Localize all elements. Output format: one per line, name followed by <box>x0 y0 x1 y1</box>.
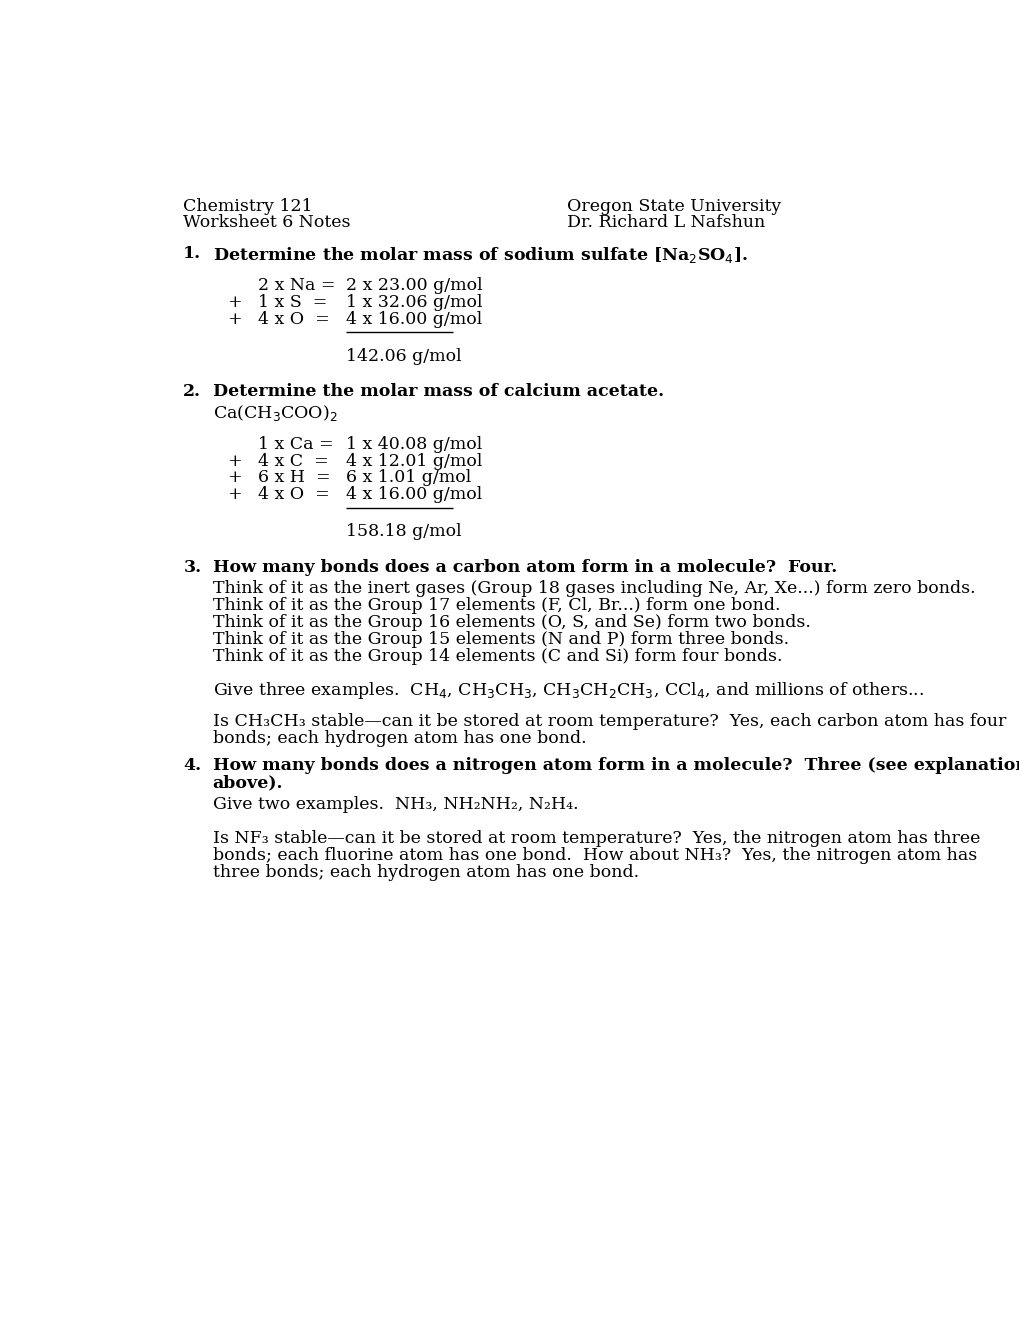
Text: Give two examples.  NH₃, NH₂NH₂, N₂H₄.: Give two examples. NH₃, NH₂NH₂, N₂H₄. <box>213 796 578 813</box>
Text: How many bonds does a nitrogen atom form in a molecule?  Three (see explanation: How many bonds does a nitrogen atom form… <box>213 758 1019 775</box>
Text: 4 x O  =: 4 x O = <box>258 487 329 503</box>
Text: Is NF₃ stable—can it be stored at room temperature?  Yes, the nitrogen atom has : Is NF₃ stable—can it be stored at room t… <box>213 830 979 847</box>
Text: Determine the molar mass of calcium acetate.: Determine the molar mass of calcium acet… <box>213 383 663 400</box>
Text: Oregon State University: Oregon State University <box>567 198 781 215</box>
Text: Think of it as the Group 17 elements (F, Cl, Br...) form one bond.: Think of it as the Group 17 elements (F,… <box>213 598 780 614</box>
Text: 4 x C  =: 4 x C = <box>258 453 328 470</box>
Text: 2.: 2. <box>183 383 201 400</box>
Text: 142.06 g/mol: 142.06 g/mol <box>345 348 462 364</box>
Text: 2 x 23.00 g/mol: 2 x 23.00 g/mol <box>345 277 482 294</box>
Text: 1 x Ca =: 1 x Ca = <box>258 436 333 453</box>
Text: 1 x 40.08 g/mol: 1 x 40.08 g/mol <box>345 436 482 453</box>
Text: 158.18 g/mol: 158.18 g/mol <box>345 524 462 540</box>
Text: Worksheet 6 Notes: Worksheet 6 Notes <box>183 214 351 231</box>
Text: 1 x 32.06 g/mol: 1 x 32.06 g/mol <box>345 294 482 312</box>
Text: 4 x O  =: 4 x O = <box>258 312 329 327</box>
Text: above).: above). <box>213 775 283 792</box>
Text: 1.: 1. <box>183 244 201 261</box>
Text: 4 x 16.00 g/mol: 4 x 16.00 g/mol <box>345 487 482 503</box>
Text: +: + <box>226 487 242 503</box>
Text: +: + <box>226 294 242 312</box>
Text: Dr. Richard L Nafshun: Dr. Richard L Nafshun <box>567 214 764 231</box>
Text: 3.: 3. <box>183 558 201 576</box>
Text: Determine the molar mass of sodium sulfate [Na$_2$SO$_4$].: Determine the molar mass of sodium sulfa… <box>213 244 747 264</box>
Text: +: + <box>226 312 242 327</box>
Text: Think of it as the inert gases (Group 18 gases including Ne, Ar, Xe...) form zer: Think of it as the inert gases (Group 18… <box>213 581 974 598</box>
Text: Think of it as the Group 14 elements (C and Si) form four bonds.: Think of it as the Group 14 elements (C … <box>213 648 782 665</box>
Text: 2 x Na =: 2 x Na = <box>258 277 335 294</box>
Text: 6 x H  =: 6 x H = <box>258 470 330 487</box>
Text: bonds; each hydrogen atom has one bond.: bonds; each hydrogen atom has one bond. <box>213 730 586 747</box>
Text: +: + <box>226 453 242 470</box>
Text: 4 x 16.00 g/mol: 4 x 16.00 g/mol <box>345 312 482 327</box>
Text: Ca(CH$_3$COO)$_2$: Ca(CH$_3$COO)$_2$ <box>213 404 337 424</box>
Text: 1 x S  =: 1 x S = <box>258 294 327 312</box>
Text: Is CH₃CH₃ stable—can it be stored at room temperature?  Yes, each carbon atom ha: Is CH₃CH₃ stable—can it be stored at roo… <box>213 713 1005 730</box>
Text: bonds; each fluorine atom has one bond.  How about NH₃?  Yes, the nitrogen atom : bonds; each fluorine atom has one bond. … <box>213 847 976 863</box>
Text: 6 x 1.01 g/mol: 6 x 1.01 g/mol <box>345 470 471 487</box>
Text: Give three examples.  CH$_4$, CH$_3$CH$_3$, CH$_3$CH$_2$CH$_3$, CCl$_4$, and mil: Give three examples. CH$_4$, CH$_3$CH$_3… <box>213 681 923 701</box>
Text: Think of it as the Group 15 elements (N and P) form three bonds.: Think of it as the Group 15 elements (N … <box>213 631 788 648</box>
Text: three bonds; each hydrogen atom has one bond.: three bonds; each hydrogen atom has one … <box>213 863 638 880</box>
Text: Chemistry 121: Chemistry 121 <box>183 198 313 215</box>
Text: 4.: 4. <box>183 758 201 775</box>
Text: Think of it as the Group 16 elements (O, S, and Se) form two bonds.: Think of it as the Group 16 elements (O,… <box>213 614 810 631</box>
Text: How many bonds does a carbon atom form in a molecule?  Four.: How many bonds does a carbon atom form i… <box>213 558 837 576</box>
Text: 4 x 12.01 g/mol: 4 x 12.01 g/mol <box>345 453 482 470</box>
Text: +: + <box>226 470 242 487</box>
